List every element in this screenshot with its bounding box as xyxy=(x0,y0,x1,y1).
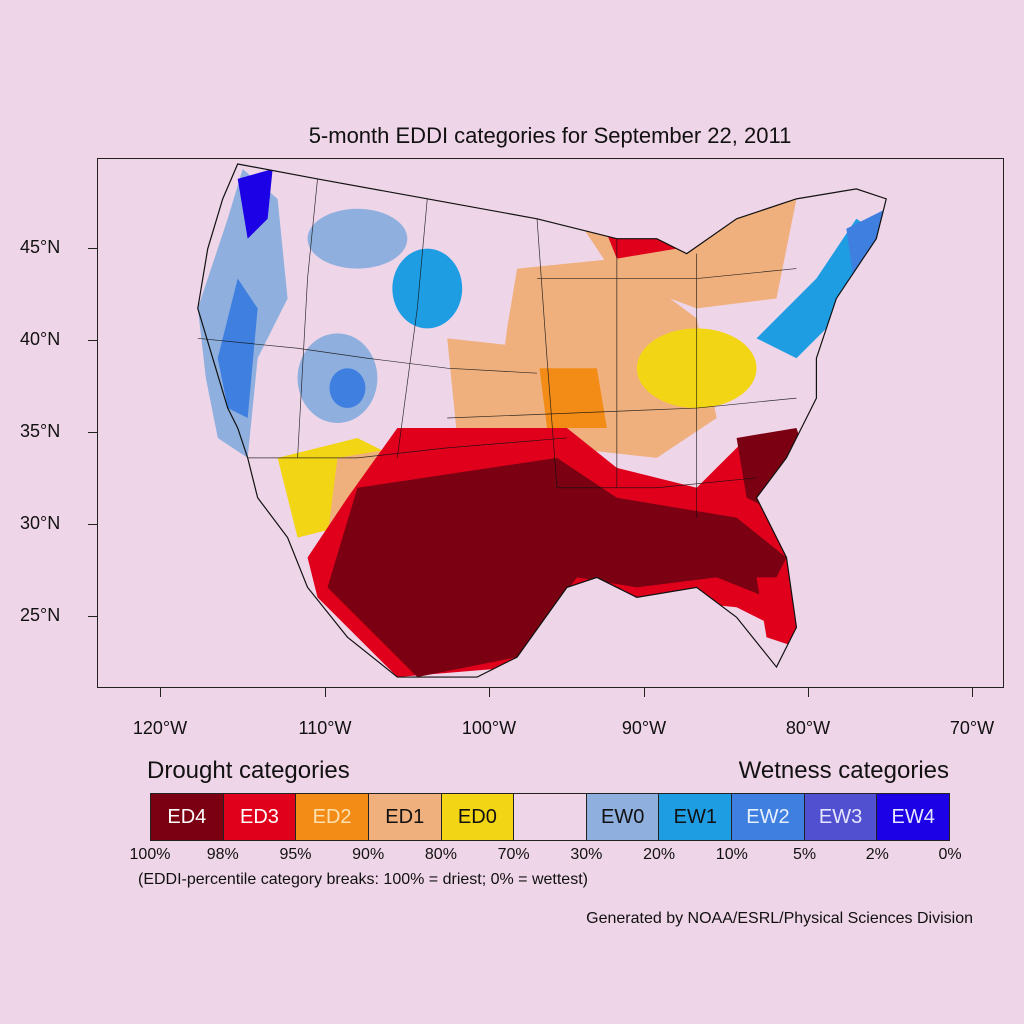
x-tick xyxy=(489,688,490,697)
legend-swatch: EW3 xyxy=(804,794,878,840)
map-panel xyxy=(97,158,1004,688)
x-tick-label: 90°W xyxy=(621,718,667,738)
y-tick-label: 45°N xyxy=(20,237,61,257)
x-tick-label: 70°W xyxy=(949,718,995,738)
y-tick-label: 35°N xyxy=(20,421,61,441)
legend-swatch: ED4 xyxy=(151,794,224,840)
legend-break-label: 70% xyxy=(497,846,530,863)
legend-break-label: 20% xyxy=(643,846,676,863)
credit-line: Generated by NOAA/ESRL/Physical Sciences… xyxy=(586,910,973,927)
eddi-map xyxy=(197,163,887,678)
x-tick-label: 110°W xyxy=(298,718,352,738)
legend-swatch: ED2 xyxy=(296,794,369,840)
legend-break-label: 95% xyxy=(279,846,312,863)
legend-break-label: 2% xyxy=(865,846,889,863)
legend-swatch: EW1 xyxy=(659,794,733,840)
x-tick xyxy=(325,688,326,697)
legend-swatch: EW4 xyxy=(877,794,950,840)
legend-note: (EDDI-percentile category breaks: 100% =… xyxy=(138,871,588,888)
y-tick xyxy=(88,524,97,525)
legend-swatch: EW0 xyxy=(586,794,660,840)
map-title: 5-month EDDI categories for September 22… xyxy=(308,123,792,148)
legend-break-label: 90% xyxy=(352,846,385,863)
legend-break-label: 30% xyxy=(570,846,603,863)
y-tick xyxy=(88,616,97,617)
legend-break-label: 100% xyxy=(129,846,171,863)
drought-legend-heading: Drought categories xyxy=(147,757,350,784)
legend-swatch: ED3 xyxy=(223,794,297,840)
legend-break-label: 98% xyxy=(206,846,239,863)
y-tick-label: 25°N xyxy=(20,605,61,625)
legend-swatch: ED0 xyxy=(441,794,515,840)
x-tick xyxy=(808,688,809,697)
x-tick-label: 100°W xyxy=(461,718,517,738)
y-tick-label: 40°N xyxy=(20,329,61,349)
x-tick-label: 120°W xyxy=(132,718,188,738)
legend-break-label: 10% xyxy=(715,846,748,863)
y-tick xyxy=(88,248,97,249)
legend-break-label: 80% xyxy=(424,846,457,863)
category-legend-bar: ED4 ED3 ED2 ED1 ED0 EW0 EW1 EW2 EW3 EW4 xyxy=(150,793,950,841)
legend-break-label: 5% xyxy=(792,846,817,863)
legend-break-label: 0% xyxy=(938,846,962,863)
x-tick-label: 80°W xyxy=(785,718,831,738)
wetness-legend-heading: Wetness categories xyxy=(738,757,949,784)
y-tick-label: 30°N xyxy=(20,513,61,533)
x-tick xyxy=(972,688,973,697)
legend-swatch xyxy=(514,794,587,840)
x-tick xyxy=(160,688,161,697)
legend-swatch: EW2 xyxy=(732,794,805,840)
x-tick xyxy=(644,688,645,697)
legend-swatch: ED1 xyxy=(368,794,442,840)
y-tick xyxy=(88,432,97,433)
y-tick xyxy=(88,340,97,341)
